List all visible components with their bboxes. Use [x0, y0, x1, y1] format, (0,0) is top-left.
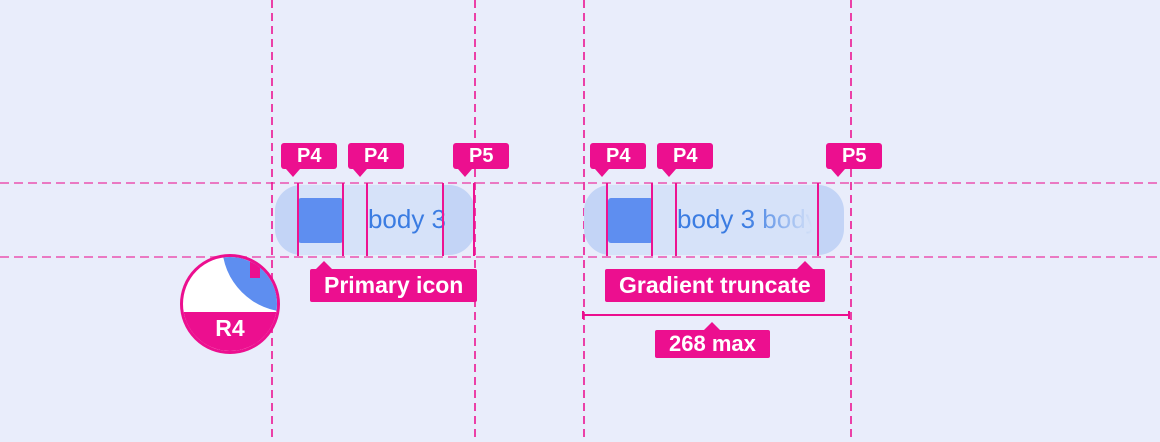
caption-max-width: 268 max: [655, 322, 770, 358]
chip-label: body 3: [367, 204, 447, 234]
chip-primary-icon: body 3: [275, 185, 475, 255]
padding-measure-line: [817, 183, 819, 256]
chip-label-truncated: body 3 body: [677, 204, 818, 234]
radius-badge: R4: [183, 312, 277, 351]
caption-gradient-truncate: Gradient truncate: [605, 261, 825, 302]
padding-measure-line: [651, 183, 653, 256]
padding-measure-line: [675, 183, 677, 256]
padding-tag-p4: P4: [281, 143, 338, 177]
caption-primary-icon: Primary icon: [310, 261, 478, 302]
vertical-guide-line: [850, 0, 852, 442]
chip-gradient-truncate: body 3 body: [584, 185, 844, 255]
padding-measure-line: [297, 183, 299, 256]
padding-tag-p4: P4: [590, 143, 647, 177]
padding-tag-p4: P4: [348, 143, 405, 177]
padding-tag-p5: P5: [453, 143, 510, 177]
max-width-measure-line: [582, 311, 850, 319]
horizontal-guide-line: [0, 256, 1160, 258]
padding-measure-line: [366, 183, 368, 256]
vertical-guide-line: [474, 0, 476, 442]
padding-tag-p4: P4: [657, 143, 714, 177]
radius-marker: [250, 261, 260, 278]
padding-measure-line: [473, 183, 475, 256]
padding-measure-line: [342, 183, 344, 256]
chip-primary-icon-square: [298, 198, 343, 243]
radius-badge-label: R4: [215, 315, 245, 342]
padding-tag-p5: P5: [826, 143, 883, 177]
vertical-guide-line: [271, 0, 273, 442]
chip-primary-icon-square: [608, 198, 653, 243]
padding-measure-line: [442, 183, 444, 256]
horizontal-guide-line: [0, 182, 1160, 184]
padding-measure-line: [606, 183, 608, 256]
radius-callout-circle: R4: [180, 254, 280, 354]
